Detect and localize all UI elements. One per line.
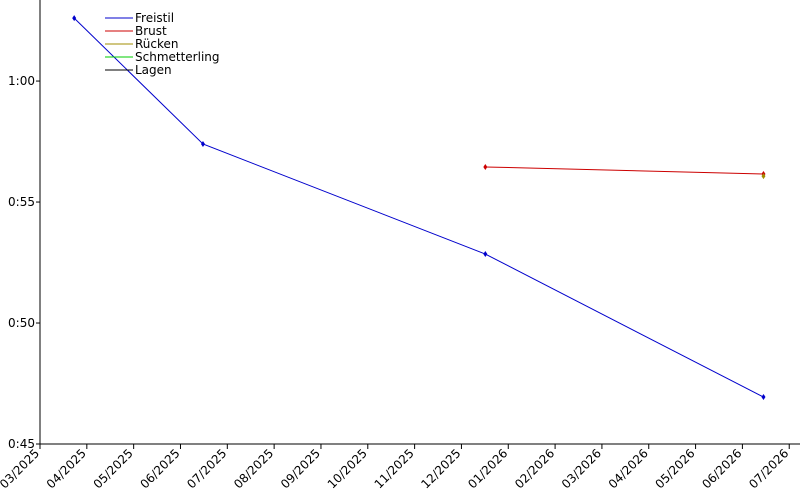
data-point — [483, 251, 488, 258]
x-tick-label: 09/2025 — [278, 446, 323, 491]
x-tick-label: 06/2025 — [137, 446, 182, 491]
data-point — [72, 15, 77, 22]
x-tick-label: 02/2026 — [512, 446, 557, 491]
y-tick-label: 1:00 — [8, 74, 35, 88]
series-line — [485, 166, 764, 175]
legend-label: Schmetterling — [135, 50, 220, 64]
x-tick-label: 04/2026 — [606, 446, 651, 491]
data-point — [761, 173, 766, 180]
x-tick-label: 07/2025 — [184, 446, 229, 491]
x-tick-label: 12/2025 — [418, 446, 463, 491]
y-tick-label: 0:50 — [8, 316, 35, 330]
x-tick-label: 08/2025 — [231, 446, 276, 491]
x-tick-label: 10/2025 — [325, 446, 370, 491]
x-tick-label: 04/2025 — [44, 446, 89, 491]
data-point — [200, 140, 205, 147]
legend-label: Rücken — [135, 37, 179, 51]
x-tick-label: 03/2025 — [0, 446, 42, 491]
y-tick-label: 0:55 — [8, 195, 35, 209]
x-tick-label: 07/2026 — [746, 446, 791, 491]
x-tick-label: 06/2026 — [699, 446, 744, 491]
data-point — [761, 394, 766, 401]
x-tick-label: 05/2025 — [91, 446, 136, 491]
data-point — [483, 163, 488, 170]
x-tick-label: 05/2026 — [653, 446, 698, 491]
x-tick-label: 03/2026 — [559, 446, 604, 491]
legend-label: Lagen — [135, 63, 172, 77]
series-line — [73, 17, 764, 398]
x-tick-label: 11/2025 — [372, 446, 417, 491]
legend-label: Freistil — [135, 11, 174, 25]
x-tick-label: 01/2026 — [465, 446, 510, 491]
legend-label: Brust — [135, 24, 167, 38]
y-tick-label: 0:45 — [8, 437, 35, 451]
